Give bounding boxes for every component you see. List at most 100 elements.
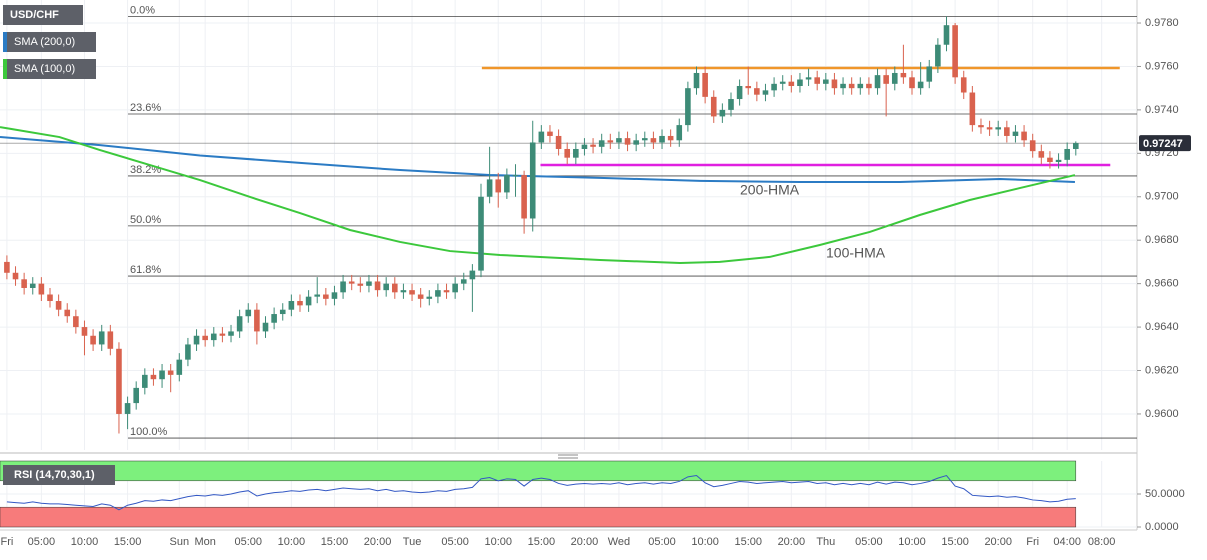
candle-body bbox=[29, 283, 36, 288]
legend-box bbox=[3, 465, 115, 485]
y-tick-label: 0.9700 bbox=[1145, 191, 1179, 203]
legend-box bbox=[3, 59, 96, 79]
candle-body bbox=[900, 72, 907, 78]
candle-body bbox=[848, 83, 855, 89]
candle-body bbox=[1055, 159, 1062, 163]
candle-body bbox=[167, 370, 174, 375]
price-tag bbox=[1139, 135, 1191, 152]
x-tick-label: 20:00 bbox=[571, 536, 599, 548]
candle-body bbox=[676, 125, 683, 141]
candle-body bbox=[650, 138, 657, 143]
candle-body bbox=[323, 294, 329, 299]
candle-body bbox=[1021, 131, 1027, 141]
candle-body bbox=[926, 66, 933, 82]
candle-body bbox=[142, 374, 148, 388]
candle-body bbox=[1004, 127, 1010, 136]
candle-body bbox=[469, 270, 476, 280]
candle-body bbox=[1012, 131, 1019, 136]
candle-body bbox=[633, 140, 639, 145]
candle-body bbox=[667, 135, 674, 141]
x-tick-label: 15:00 bbox=[734, 536, 762, 548]
candle-body bbox=[745, 86, 752, 89]
line-label: 100-HMA bbox=[826, 245, 886, 261]
candle-body bbox=[891, 72, 898, 84]
candle-body bbox=[435, 290, 441, 297]
legend-box bbox=[3, 32, 96, 52]
candle-body bbox=[340, 281, 346, 293]
candle-body bbox=[331, 292, 338, 299]
candle-body bbox=[90, 335, 96, 345]
x-tick-label: Sun bbox=[170, 536, 190, 548]
candle-body bbox=[202, 335, 208, 341]
candle-body bbox=[702, 72, 708, 97]
candle-body bbox=[460, 279, 467, 284]
candle-body bbox=[478, 196, 484, 271]
candle-body bbox=[228, 331, 234, 336]
candle-body bbox=[762, 90, 769, 95]
candle-body bbox=[960, 77, 967, 93]
candle-body bbox=[779, 81, 786, 84]
candle-body bbox=[719, 109, 726, 117]
x-tick-label: 10:00 bbox=[71, 536, 99, 548]
candle-body bbox=[797, 79, 803, 87]
candle-body bbox=[1029, 140, 1036, 152]
y-tick-label: 0.9660 bbox=[1145, 278, 1179, 290]
rsi-band bbox=[0, 506, 1077, 528]
candle-body bbox=[874, 75, 881, 89]
y-tick-label: 0.9640 bbox=[1145, 321, 1179, 333]
y-tick-label: 0.9680 bbox=[1145, 234, 1179, 246]
candle-body bbox=[995, 127, 1002, 130]
candle-body bbox=[219, 333, 226, 336]
legend-swatch bbox=[3, 59, 7, 79]
candle-body bbox=[547, 131, 553, 136]
candle-body bbox=[81, 327, 88, 336]
candle-body bbox=[21, 279, 27, 288]
legend-label: SMA (100,0) bbox=[14, 63, 75, 75]
candle-body bbox=[986, 127, 993, 130]
candle-body bbox=[279, 309, 286, 315]
candle-body bbox=[736, 86, 743, 100]
candle-body bbox=[452, 283, 458, 293]
candle-body bbox=[616, 138, 622, 143]
x-tick-label: 05:00 bbox=[648, 536, 676, 548]
x-tick-label: 15:00 bbox=[528, 536, 556, 548]
candle-body bbox=[978, 125, 984, 128]
candle-body bbox=[1072, 143, 1079, 149]
candle-body bbox=[754, 88, 760, 95]
candle-body bbox=[728, 99, 734, 110]
rsi-band bbox=[0, 460, 1077, 482]
candle-body bbox=[348, 281, 355, 284]
fib-label: 61.8% bbox=[130, 264, 161, 276]
candle-body bbox=[659, 135, 665, 143]
candle-body bbox=[4, 261, 10, 273]
candle-body bbox=[641, 138, 648, 141]
candle-body bbox=[1064, 148, 1070, 160]
candle-body bbox=[823, 79, 829, 84]
x-tick-label: Fri bbox=[0, 536, 13, 548]
candle-body bbox=[374, 281, 381, 291]
candle-body bbox=[314, 294, 321, 297]
candle-body bbox=[55, 301, 62, 310]
x-tick-label: Wed bbox=[608, 536, 630, 548]
x-tick-label: 04:00 bbox=[1053, 536, 1081, 548]
x-tick-label: Tue bbox=[403, 536, 422, 548]
x-tick-label: 15:00 bbox=[941, 536, 969, 548]
line-label: 200-HMA bbox=[740, 182, 800, 198]
candle-body bbox=[392, 283, 398, 293]
candle-body bbox=[831, 79, 838, 89]
candle-body bbox=[245, 309, 252, 317]
x-tick-label: 15:00 bbox=[114, 536, 142, 548]
y-tick-label: 50.0000 bbox=[1145, 488, 1185, 500]
candle-body bbox=[116, 348, 122, 414]
candle-body bbox=[150, 374, 157, 380]
candle-body bbox=[555, 135, 562, 149]
candle-body bbox=[693, 72, 700, 89]
candle-body bbox=[573, 148, 579, 158]
x-tick-label: 15:00 bbox=[321, 536, 349, 548]
candle-body bbox=[124, 403, 131, 414]
candle-body bbox=[521, 175, 527, 219]
x-tick-label: Mon bbox=[194, 536, 215, 548]
y-tick-label: 0.0000 bbox=[1145, 521, 1179, 533]
candle-body bbox=[38, 283, 45, 295]
